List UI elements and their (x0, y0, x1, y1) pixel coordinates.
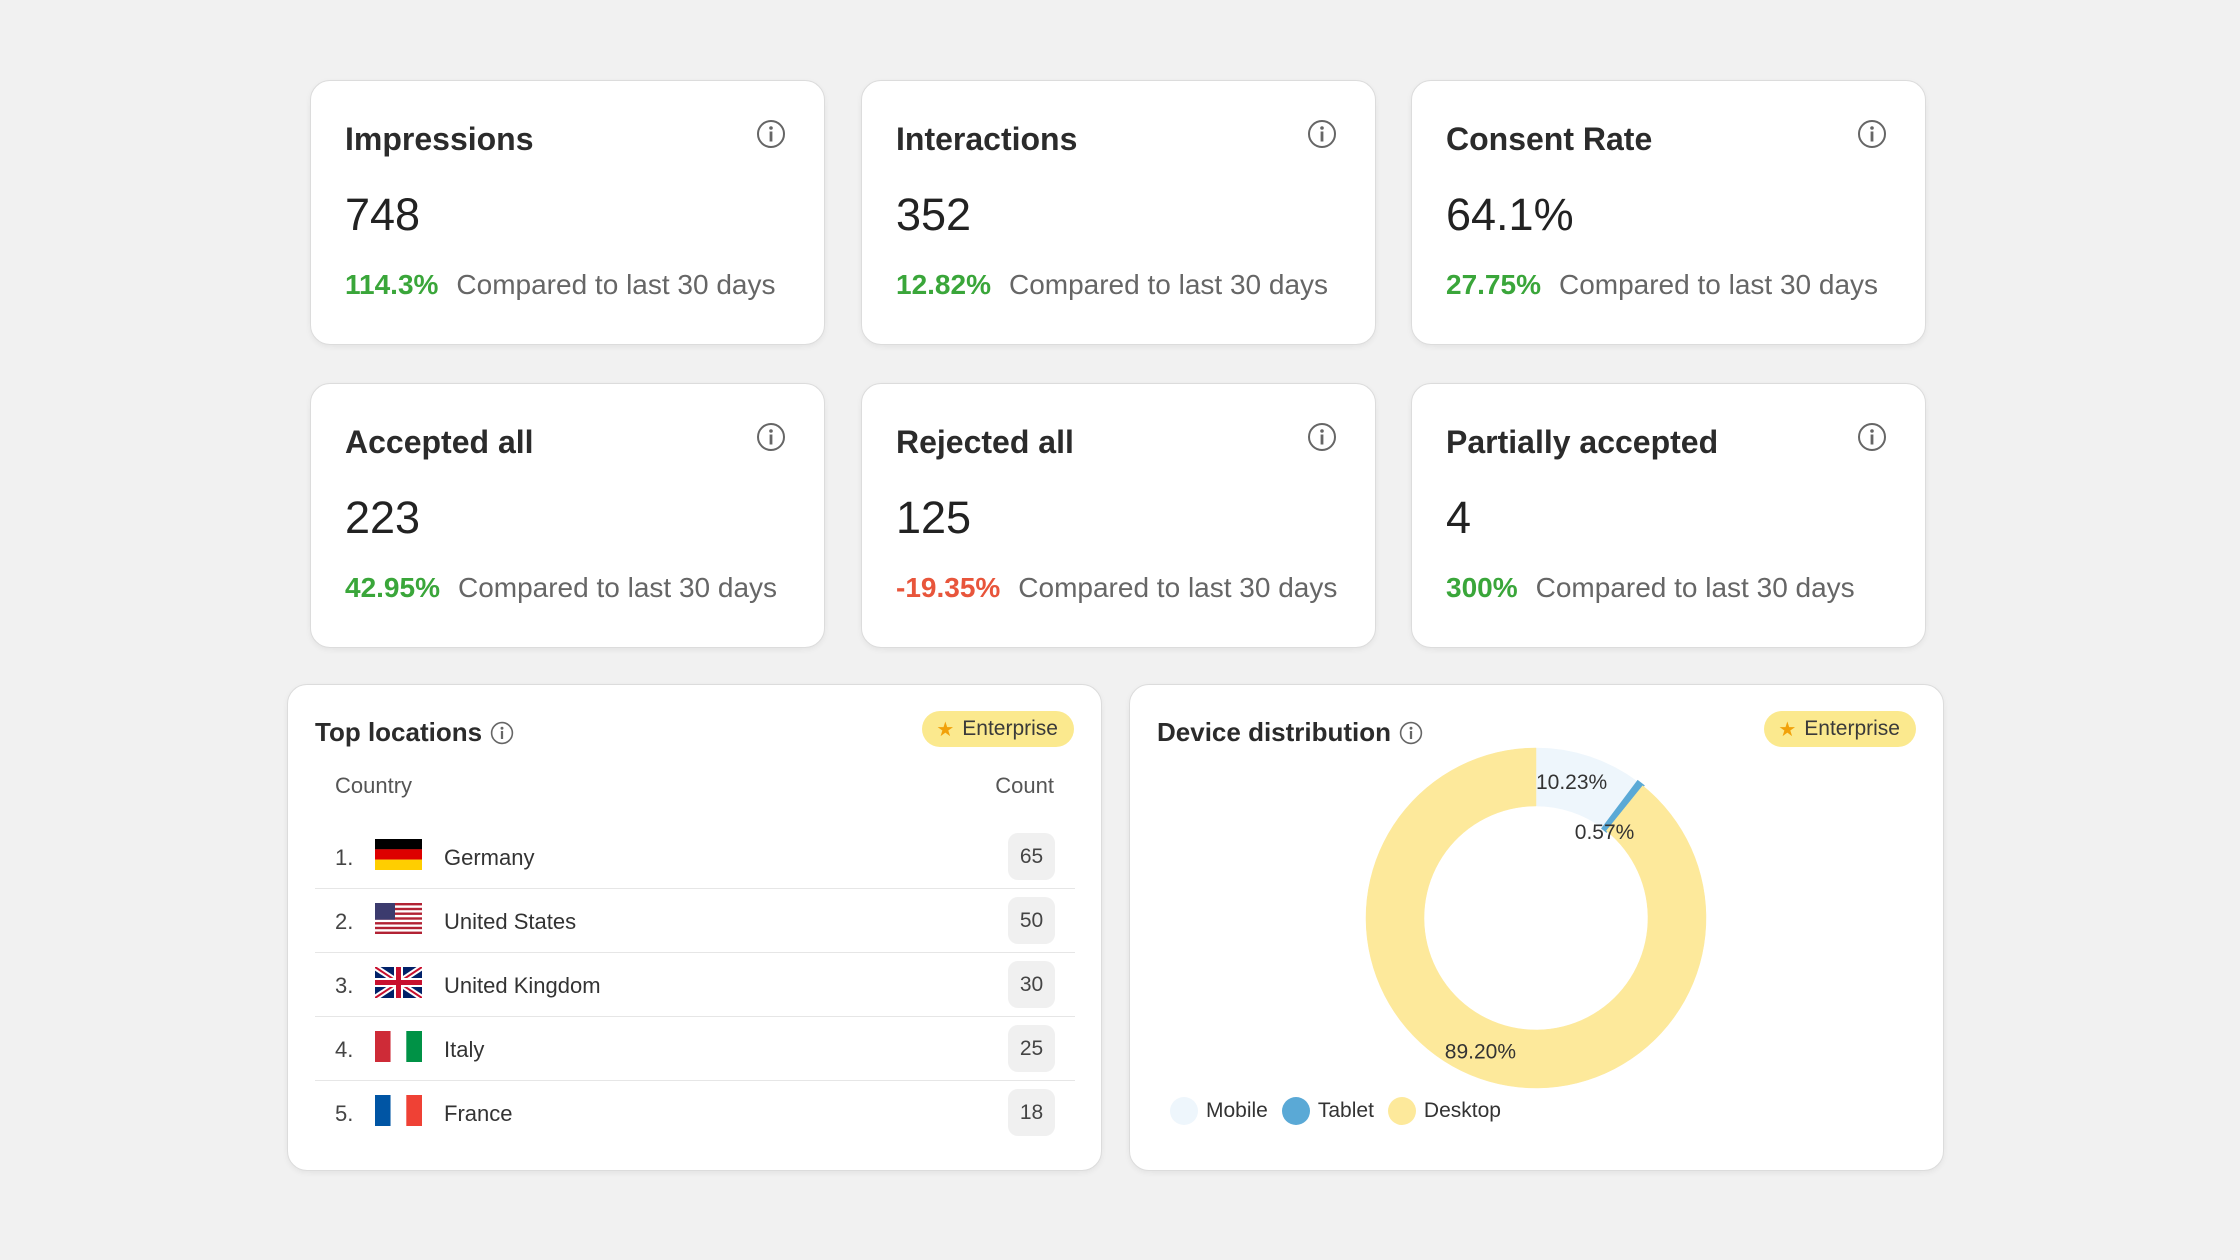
enterprise-badge[interactable]: ★ Enterprise (922, 711, 1074, 747)
panel-title: Top locations (315, 717, 514, 748)
info-icon[interactable] (1307, 119, 1337, 149)
row-count: 25 (1008, 1025, 1055, 1072)
row-rank: 4. (335, 1037, 354, 1062)
kpi-change: 27.75% (1446, 269, 1541, 300)
data-label-desktop: 89.20% (1445, 1040, 1516, 1063)
badge-label: Enterprise (1804, 717, 1900, 740)
kpi-value: 748 (345, 189, 421, 240)
table-row: 1. Germany 65 (315, 825, 1075, 889)
kpi-compare-text: Compared to last 30 days (456, 269, 776, 300)
kpi-footer: 27.75% Compared to last 30 days (1446, 269, 1878, 301)
info-icon[interactable] (1857, 119, 1887, 149)
chart-legend: Mobile Tablet Desktop (1170, 1097, 1515, 1125)
device-donut-chart: 10.23% 0.57% 89.20% (1365, 747, 1707, 1089)
info-icon[interactable] (490, 721, 514, 745)
legend-swatch (1387, 1097, 1416, 1125)
kpi-compare-text: Compared to last 30 days (1535, 572, 1855, 603)
legend-swatch (1170, 1097, 1198, 1125)
flag-united-states-icon (375, 903, 422, 934)
data-label-tablet: 0.57% (1575, 821, 1635, 844)
kpi-change: 42.95% (345, 572, 440, 603)
kpi-title: Impressions (345, 121, 534, 157)
kpi-title: Interactions (896, 121, 1078, 157)
kpi-footer: 42.95% Compared to last 30 days (345, 572, 777, 604)
info-icon[interactable] (756, 119, 786, 149)
row-rank: 5. (335, 1101, 354, 1126)
legend-label: Mobile (1206, 1099, 1268, 1122)
flag-united-kingdom-icon (375, 967, 422, 998)
kpi-change: 300% (1446, 572, 1518, 603)
top-locations-panel: Top locations ★ Enterprise Country Count … (287, 684, 1102, 1171)
kpi-compare-text: Compared to last 30 days (457, 572, 778, 603)
legend-label: Desktop (1423, 1099, 1501, 1122)
kpi-value: 352 (896, 189, 972, 240)
star-icon: ★ (1778, 718, 1797, 741)
kpi-title: Rejected all (896, 424, 1074, 460)
kpi-value: 4 (1446, 492, 1472, 543)
star-icon: ★ (936, 718, 955, 741)
kpi-change: 114.3% (345, 269, 439, 300)
table-row: 5. France 18 (315, 1081, 1075, 1145)
row-rank: 3. (335, 973, 354, 998)
table-row: 2. United States 50 (315, 889, 1075, 953)
info-icon[interactable] (1399, 721, 1423, 745)
table-row: 4. Italy 25 (315, 1017, 1075, 1081)
row-country: United Kingdom (444, 973, 601, 998)
row-country: Italy (444, 1037, 485, 1062)
flag-italy-icon (375, 1031, 422, 1062)
row-count: 18 (1008, 1089, 1055, 1136)
kpi-footer: 12.82% Compared to last 30 days (896, 269, 1328, 301)
donut-slice-desktop[interactable] (1365, 747, 1707, 1089)
kpi-value: 223 (345, 492, 421, 543)
row-rank: 1. (335, 845, 354, 870)
kpi-card-consent-rate: Consent Rate 64.1% 27.75% Compared to las… (1411, 80, 1926, 345)
column-header-count: Count (995, 773, 1054, 798)
row-count: 30 (1008, 961, 1055, 1008)
kpi-footer: -19.35% Compared to last 30 days (896, 572, 1337, 604)
top-locations-title: Top locations (315, 717, 483, 747)
table-row: 3. United Kingdom 30 (315, 953, 1075, 1017)
badge-label: Enterprise (962, 717, 1058, 740)
legend-item-tablet[interactable]: Tablet (1281, 1097, 1374, 1125)
flag-france-icon (375, 1095, 422, 1126)
info-icon[interactable] (1857, 422, 1887, 452)
row-country: France (444, 1101, 513, 1126)
kpi-footer: 114.3% Compared to last 30 days (345, 269, 775, 301)
column-header-country: Country (335, 773, 413, 798)
kpi-value: 125 (896, 492, 972, 543)
kpi-card-accepted-all: Accepted all 223 42.95% Compared to last … (310, 383, 825, 648)
row-rank: 2. (335, 909, 354, 934)
device-distribution-title: Device distribution (1157, 717, 1392, 747)
kpi-title: Accepted all (345, 424, 534, 460)
kpi-card-partially-accepted: Partially accepted 4 300% Compared to las… (1411, 383, 1926, 648)
data-label-mobile: 10.23% (1536, 771, 1607, 794)
kpi-footer: 300% Compared to last 30 days (1446, 572, 1855, 604)
kpi-compare-text: Compared to last 30 days (1018, 572, 1338, 603)
device-distribution-panel: Device distribution ★ Enterprise 10.23% 0.… (1129, 684, 1944, 1171)
kpi-card-rejected-all: Rejected all 125 -19.35% Compared to last… (861, 383, 1376, 648)
row-count: 65 (1008, 833, 1055, 880)
legend-item-mobile[interactable]: Mobile (1170, 1097, 1268, 1125)
kpi-value: 64.1% (1446, 189, 1574, 240)
legend-swatch (1281, 1097, 1310, 1125)
row-country: Germany (444, 845, 535, 870)
kpi-card-impressions: Impressions 748 114.3% Compared to last 3… (310, 80, 825, 345)
kpi-title: Consent Rate (1446, 121, 1653, 157)
legend-label: Tablet (1317, 1099, 1374, 1122)
kpi-title: Partially accepted (1446, 424, 1719, 460)
panel-title: Device distribution (1157, 717, 1423, 748)
kpi-compare-text: Compared to last 30 days (1008, 269, 1329, 300)
info-icon[interactable] (1307, 422, 1337, 452)
enterprise-badge[interactable]: ★ Enterprise (1764, 711, 1916, 747)
kpi-change: -19.35% (896, 572, 1001, 603)
kpi-card-interactions: Interactions 352 12.82% Compared to last … (861, 80, 1376, 345)
row-country: United States (444, 909, 577, 934)
legend-item-desktop[interactable]: Desktop (1387, 1097, 1501, 1125)
kpi-compare-text: Compared to last 30 days (1558, 269, 1879, 300)
info-icon[interactable] (756, 422, 786, 452)
flag-germany-icon (375, 839, 422, 870)
kpi-change: 12.82% (896, 269, 991, 300)
row-count: 50 (1008, 897, 1055, 944)
